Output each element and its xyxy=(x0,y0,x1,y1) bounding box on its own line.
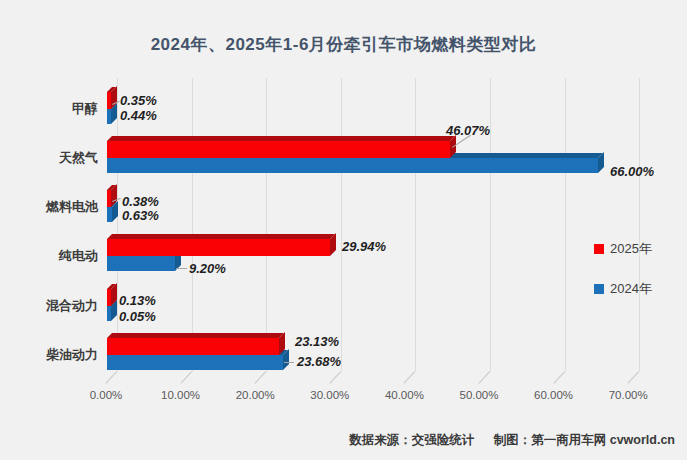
bar-end-face xyxy=(598,152,604,173)
legend-item-2024: 2024年 xyxy=(594,280,652,298)
value-label-2024-fuel-cell: 0.63% xyxy=(122,208,159,223)
gridline-foot-tick xyxy=(404,371,416,384)
x-tick-label: 10.00% xyxy=(149,389,213,401)
gridline xyxy=(415,78,416,372)
value-label-2024-battery-electric: 9.20% xyxy=(189,261,226,276)
category-label-natural-gas: 天然气 xyxy=(6,149,98,167)
value-label-2025-methanol: 0.35% xyxy=(120,93,157,108)
bar-top-face xyxy=(107,234,335,239)
bar-2024-hybrid xyxy=(107,306,111,321)
x-tick-label: 70.00% xyxy=(596,389,660,401)
gridline-foot-tick xyxy=(105,371,117,384)
value-label-2025-hybrid: 0.13% xyxy=(119,293,156,308)
bar-2024-diesel xyxy=(107,355,283,370)
gridline-foot-tick xyxy=(329,371,341,384)
value-label-2024-hybrid: 0.05% xyxy=(119,309,156,324)
gridline xyxy=(639,78,640,372)
credit-text: 制图：第一商用车网 cvworld.cn xyxy=(494,433,675,447)
gridline xyxy=(266,78,267,372)
x-tick-label: 0.00% xyxy=(74,389,138,401)
gridline-foot-tick xyxy=(254,371,266,384)
value-label-2025-natural-gas: 46.07% xyxy=(446,123,490,138)
leader-line xyxy=(176,268,187,269)
value-label-2025-fuel-cell: 0.38% xyxy=(122,194,159,209)
value-label-2024-methanol: 0.44% xyxy=(120,108,157,123)
data-source-text: 数据来源：交强险统计 xyxy=(349,433,474,447)
gridline-foot-tick xyxy=(478,371,490,384)
x-tick-label: 20.00% xyxy=(223,389,287,401)
value-label-2024-natural-gas: 66.00% xyxy=(610,164,654,179)
x-tick-label: 60.00% xyxy=(522,389,586,401)
bar-2024-natural-gas xyxy=(107,158,598,173)
bar-end-face xyxy=(283,349,289,370)
bar-2024-fuel-cell xyxy=(107,207,112,222)
legend-swatch-2024-icon xyxy=(594,284,604,294)
chart-footer: 数据来源：交强险统计 制图：第一商用车网 cvworld.cn xyxy=(349,432,675,449)
bar-2025-diesel xyxy=(107,338,279,355)
bar-end-face xyxy=(330,233,336,256)
category-label-diesel: 柴油动力 xyxy=(6,346,98,364)
bar-2024-battery-electric xyxy=(107,256,175,271)
gridline xyxy=(341,78,342,372)
bar-2025-natural-gas xyxy=(107,141,450,158)
x-tick-label: 30.00% xyxy=(298,389,362,401)
legend-label-2025: 2025年 xyxy=(610,240,652,258)
gridline xyxy=(490,78,491,372)
gridline-foot-tick xyxy=(627,371,639,384)
value-label-2025-diesel: 23.13% xyxy=(295,334,339,349)
bar-2025-hybrid xyxy=(107,289,111,306)
leader-line xyxy=(284,362,294,363)
category-label-hybrid: 混合动力 xyxy=(6,297,98,315)
bar-2025-fuel-cell xyxy=(107,190,111,207)
value-label-2025-battery-electric: 29.94% xyxy=(342,239,386,254)
plot-area: 0.00% 10.00% 20.00% 30.00% 40.00% 50.00% 60.00… xyxy=(0,0,687,460)
category-label-methanol: 甲醇 xyxy=(6,100,98,118)
bar-top-face xyxy=(107,333,284,338)
gridline-foot-tick xyxy=(553,371,565,384)
category-label-fuel-cell: 燃料电池 xyxy=(6,198,98,216)
gridline-foot-tick xyxy=(180,371,192,384)
legend-item-2025: 2025年 xyxy=(594,240,652,258)
chart-canvas: 2024年、2025年1-6月份牵引车市场燃料类型对比 0.00%10.00%2… xyxy=(0,0,687,460)
x-tick-label: 40.00% xyxy=(372,389,436,401)
bar-2024-methanol xyxy=(107,109,111,124)
legend-swatch-2025-icon xyxy=(594,244,604,254)
bar-2025-battery-electric xyxy=(107,239,330,256)
x-tick-label: 50.00% xyxy=(447,389,511,401)
bar-top-face xyxy=(107,136,455,141)
legend-label-2024: 2024年 xyxy=(610,280,652,298)
category-label-battery-electric: 纯电动 xyxy=(6,247,98,265)
bar-2025-methanol xyxy=(107,92,111,109)
gridline xyxy=(117,78,118,372)
gridline xyxy=(565,78,566,372)
gridline xyxy=(192,78,193,372)
value-label-2024-diesel: 23.68% xyxy=(297,354,341,369)
chart-legend: 2025年 2024年 xyxy=(594,240,652,320)
